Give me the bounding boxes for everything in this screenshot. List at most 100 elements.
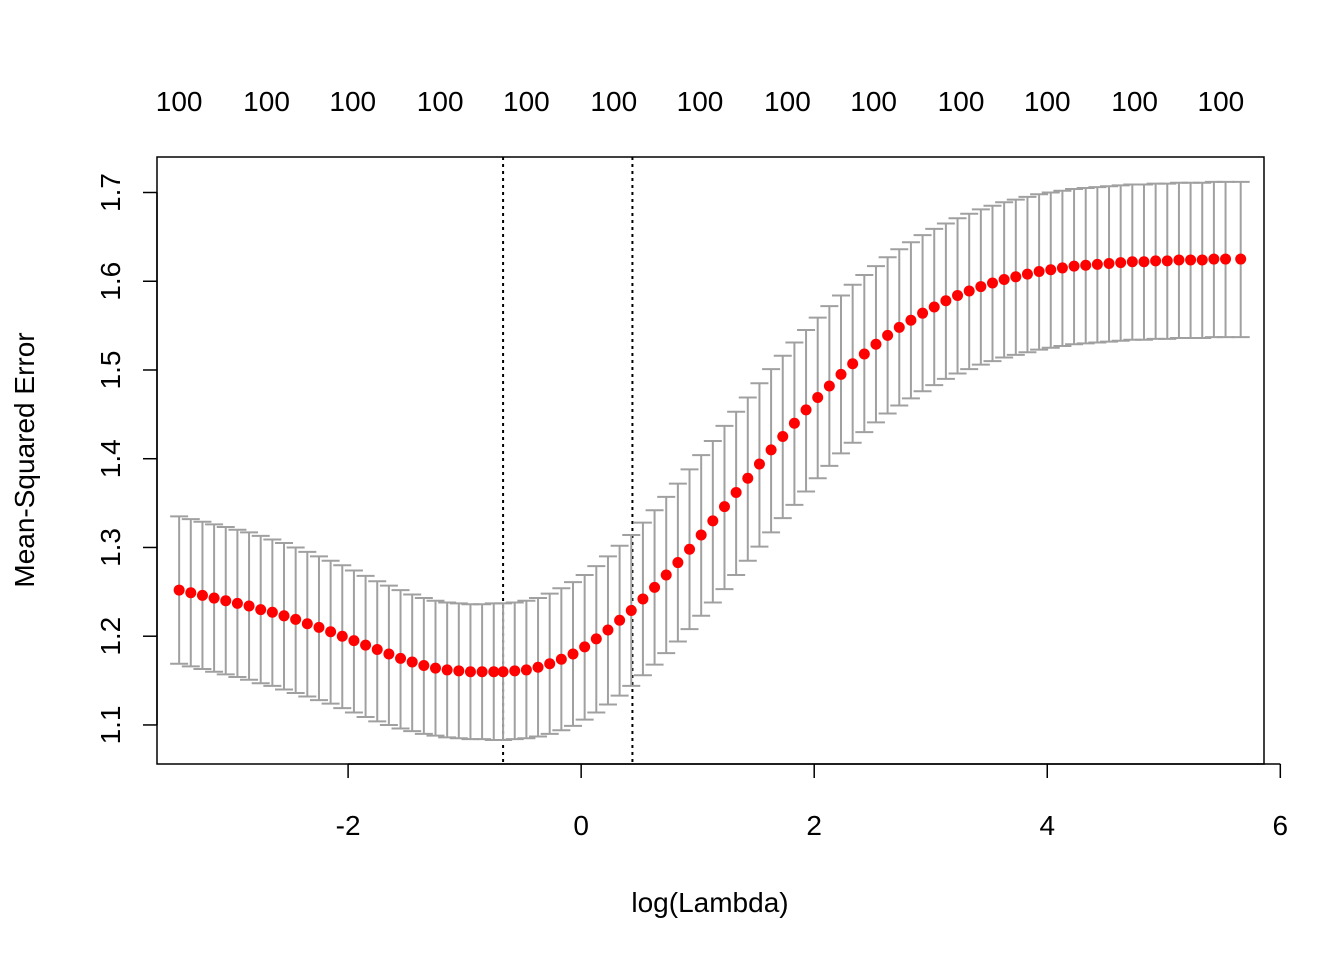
mse-point — [325, 626, 337, 638]
mse-point — [1045, 264, 1057, 276]
top-axis-label: 100 — [503, 86, 550, 117]
y-tick-label: 1.2 — [95, 617, 126, 656]
mse-point — [520, 664, 532, 676]
mse-point — [1208, 253, 1220, 265]
mse-point — [847, 358, 859, 370]
mse-point — [532, 661, 544, 673]
mse-point — [1091, 258, 1103, 270]
mse-point — [707, 515, 719, 527]
x-tick-label: 6 — [1273, 810, 1289, 841]
mse-point — [893, 321, 905, 333]
mse-point — [777, 431, 789, 443]
mse-point — [567, 648, 579, 660]
mse-point — [509, 665, 521, 677]
mse-point — [870, 338, 882, 350]
mse-point — [231, 597, 243, 609]
mse-point — [173, 584, 185, 596]
mse-point — [649, 581, 661, 593]
mse-point — [497, 666, 509, 678]
mse-point — [313, 621, 325, 633]
mse-point — [453, 665, 465, 677]
mse-point — [196, 589, 208, 601]
points-layer — [173, 253, 1247, 678]
mse-point — [418, 659, 430, 671]
top-axis-label: 100 — [764, 86, 811, 117]
top-axis-label: 100 — [938, 86, 985, 117]
mse-point — [544, 658, 556, 670]
top-axis-label: 100 — [850, 86, 897, 117]
top-axis-label: 100 — [1024, 86, 1071, 117]
mse-point — [579, 641, 591, 653]
mse-point — [555, 653, 567, 665]
top-axis-label: 100 — [590, 86, 637, 117]
y-tick-label: 1.5 — [95, 351, 126, 390]
mse-point — [395, 652, 407, 664]
mse-point — [476, 666, 488, 678]
mse-point — [742, 472, 754, 484]
mse-point — [730, 486, 742, 498]
mse-point — [348, 635, 360, 647]
top-axis-label: 100 — [156, 86, 203, 117]
y-tick-label: 1.1 — [95, 705, 126, 744]
mse-point — [1173, 254, 1185, 266]
mse-point — [255, 604, 267, 616]
mse-point — [1115, 257, 1127, 269]
mse-point — [672, 557, 684, 569]
mse-point — [383, 648, 395, 660]
mse-point — [464, 666, 476, 678]
y-tick-label: 1.4 — [95, 439, 126, 478]
mse-point — [975, 281, 987, 293]
mse-point — [905, 314, 917, 326]
mse-point — [986, 277, 998, 289]
mse-point — [835, 368, 847, 380]
x-tick-label: -2 — [336, 810, 361, 841]
mse-point — [185, 587, 197, 599]
mse-point — [1150, 255, 1162, 267]
mse-point — [963, 285, 975, 297]
mse-point — [800, 404, 812, 416]
x-tick-label: 0 — [573, 810, 589, 841]
mse-point — [1068, 260, 1080, 272]
mse-point — [441, 664, 453, 676]
top-axis-label: 100 — [417, 86, 464, 117]
y-tick-label: 1.6 — [95, 262, 126, 301]
mse-point — [266, 606, 278, 618]
mse-point — [917, 307, 929, 319]
mse-point — [765, 444, 777, 456]
mse-point — [290, 613, 302, 625]
mse-point — [301, 618, 313, 630]
mse-point — [660, 569, 672, 581]
mse-point — [952, 289, 964, 301]
x-tick-label: 4 — [1039, 810, 1055, 841]
mse-point — [1103, 257, 1115, 269]
mse-point — [1235, 253, 1247, 265]
mse-point — [684, 543, 696, 555]
mse-point — [336, 630, 348, 642]
mse-point — [1033, 265, 1045, 277]
mse-point — [1220, 253, 1232, 265]
mse-point — [406, 656, 418, 668]
mse-point — [220, 595, 232, 607]
mse-point — [812, 391, 824, 403]
y-axis-title: Mean-Squared Error — [9, 332, 40, 587]
top-axis-label: 100 — [243, 86, 290, 117]
mse-point — [718, 501, 730, 513]
mse-point — [360, 639, 372, 651]
mse-point — [243, 600, 255, 612]
y-tick-label: 1.3 — [95, 528, 126, 567]
mse-point — [788, 417, 800, 429]
mse-point — [637, 593, 649, 605]
top-axis-label: 100 — [1111, 86, 1158, 117]
mse-point — [1056, 262, 1068, 274]
mse-point — [625, 604, 637, 616]
mse-point — [429, 662, 441, 674]
mse-point — [1010, 271, 1022, 283]
top-axis: 100 100 100 100 100 100 100 100 100 100 100 100 100 — [156, 86, 1244, 117]
mse-point — [1161, 255, 1173, 267]
mse-point — [371, 644, 383, 656]
mse-point — [602, 624, 614, 636]
mse-point — [1185, 254, 1197, 266]
x-axis: -2 0 2 4 6 — [336, 763, 1289, 841]
mse-point — [753, 458, 765, 470]
